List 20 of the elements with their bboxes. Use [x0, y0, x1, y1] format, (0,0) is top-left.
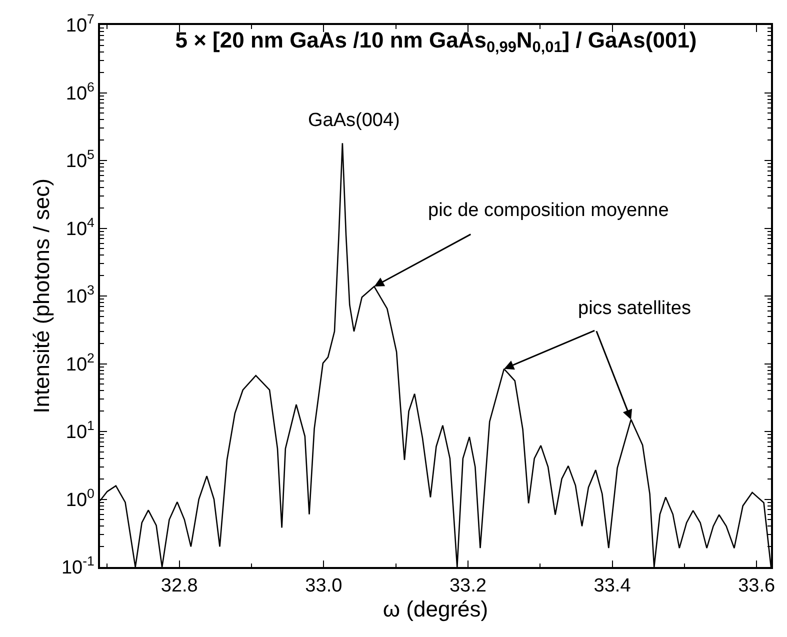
y-tick-label: 10$^{2}$	[66, 350, 94, 376]
x-tick-label: 33.2	[449, 576, 486, 597]
x-tick-label: 33.0	[305, 576, 342, 597]
x-tick-label: 32.8	[160, 576, 198, 597]
y-tick-label: 10$^{-1}$	[61, 554, 94, 579]
x-tick-label: 33.4	[594, 576, 632, 597]
y-tick-label: 10$^{7}$	[66, 12, 94, 37]
annotation: pics satellites	[578, 298, 691, 319]
y-tick-label: 10$^{4}$	[66, 214, 94, 240]
chart-title: 5 × [20 nm GaAs /10 nm GaAs$_{0,99}$N$_{0,01}$] / GaAs(001)	[175, 27, 697, 56]
annotation: GaAs(004)	[308, 110, 400, 131]
y-tick-label: 10$^{0}$	[66, 486, 94, 511]
y-axis-title: Intensité (photons / sec)	[28, 178, 54, 414]
annotation: pic de composition moyenne	[428, 200, 669, 221]
y-tick-label: 10$^{6}$	[66, 79, 94, 104]
y-tick-label: 10$^{5}$	[66, 147, 94, 172]
y-tick-label: 10$^{1}$	[66, 418, 94, 444]
y-tick-label: 10$^{3}$	[66, 282, 94, 308]
x-axis-title: ω (degrés)	[382, 596, 488, 622]
x-tick-label: 33.6	[738, 576, 776, 597]
